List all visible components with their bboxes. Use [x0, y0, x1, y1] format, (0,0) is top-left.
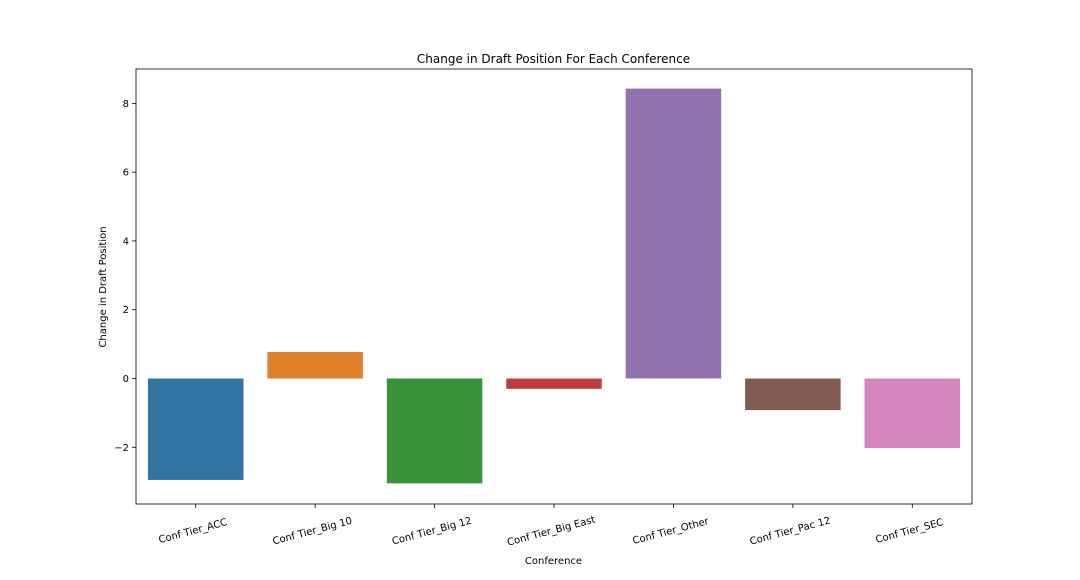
- bar-conf-tier-other: [625, 88, 722, 379]
- bar-conf-tier-big-10: [267, 352, 363, 379]
- bar-conf-tier-big-east: [506, 378, 602, 389]
- x-tick-label-conf-tier-pac-12: Conf Tier_Pac 12: [749, 516, 832, 548]
- x-tick-label-conf-tier-other: Conf Tier_Other: [632, 516, 711, 547]
- y-axis-label: Change in Draft Position: [98, 226, 109, 347]
- bars-layer: [147, 88, 961, 484]
- x-tick-label-conf-tier-sec: Conf Tier_SEC: [875, 517, 945, 546]
- x-tick-label-conf-tier-acc: Conf Tier_ACC: [158, 517, 229, 546]
- y-tick-label: 2: [123, 305, 129, 316]
- x-axis-label: Conference: [525, 556, 582, 567]
- bar-conf-tier-pac-12: [745, 378, 841, 411]
- bar-conf-tier-big-12: [386, 378, 483, 484]
- y-tick-label: 0: [123, 374, 129, 385]
- y-tick-label: 4: [123, 236, 129, 247]
- bar-conf-tier-acc: [147, 378, 244, 480]
- x-tick-label-conf-tier-big-12: Conf Tier_Big 12: [391, 516, 473, 548]
- x-tick-label-conf-tier-big-east: Conf Tier_Big East: [506, 515, 597, 549]
- x-tick-label-conf-tier-big-10: Conf Tier_Big 10: [272, 516, 354, 548]
- chart-title: Change in Draft Position For Each Confer…: [417, 52, 690, 66]
- plot-frame: [135, 68, 973, 505]
- y-tick-label: 8: [123, 99, 129, 110]
- y-tick-label: 6: [123, 168, 129, 179]
- y-tick-label: −2: [114, 443, 129, 454]
- bar-conf-tier-sec: [864, 378, 961, 448]
